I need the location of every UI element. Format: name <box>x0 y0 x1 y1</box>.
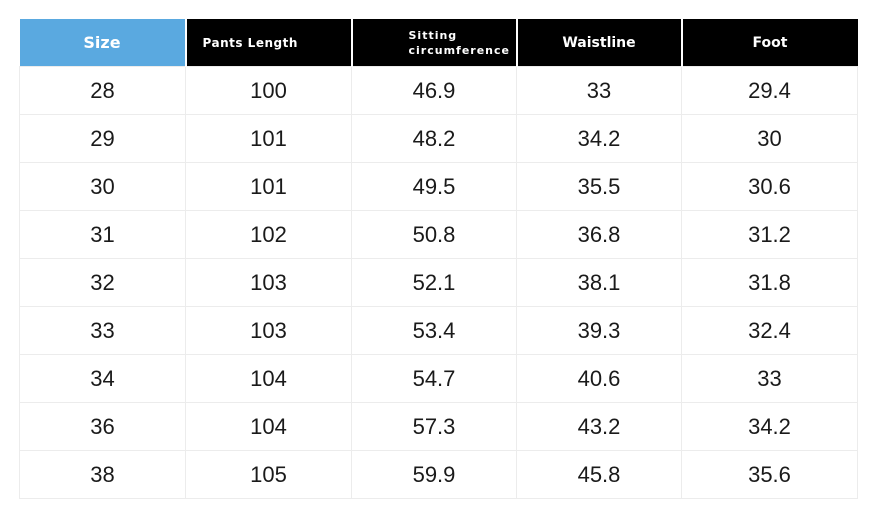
header-sitting-circumference: Sitting circumference <box>350 19 517 67</box>
cell-pants-length: 104 <box>185 354 352 403</box>
cell-sitting-circumference: 50.8 <box>351 210 517 259</box>
header-size: Size <box>19 19 186 67</box>
cell-foot: 34.2 <box>681 402 858 451</box>
cell-foot: 31.2 <box>681 210 858 259</box>
size-chart-table: Size Pants Length Sitting circumference … <box>19 19 858 499</box>
table-row: 30 101 49.5 35.5 30.6 <box>19 162 858 211</box>
header-foot: Foot <box>680 19 858 67</box>
cell-foot: 30.6 <box>681 162 858 211</box>
cell-waistline: 43.2 <box>516 402 682 451</box>
table-row: 33 103 53.4 39.3 32.4 <box>19 306 858 355</box>
cell-size: 30 <box>19 162 186 211</box>
cell-foot: 33 <box>681 354 858 403</box>
header-row: Size Pants Length Sitting circumference … <box>19 19 858 67</box>
cell-size: 33 <box>19 306 186 355</box>
cell-foot: 29.4 <box>681 66 858 115</box>
cell-sitting-circumference: 46.9 <box>351 66 517 115</box>
cell-sitting-circumference: 48.2 <box>351 114 517 163</box>
cell-foot: 35.6 <box>681 450 858 499</box>
table-row: 29 101 48.2 34.2 30 <box>19 114 858 163</box>
table-row: 34 104 54.7 40.6 33 <box>19 354 858 403</box>
cell-waistline: 33 <box>516 66 682 115</box>
cell-waistline: 39.3 <box>516 306 682 355</box>
cell-foot: 30 <box>681 114 858 163</box>
cell-sitting-circumference: 52.1 <box>351 258 517 307</box>
table-row: 38 105 59.9 45.8 35.6 <box>19 450 858 499</box>
cell-pants-length: 101 <box>185 162 352 211</box>
cell-pants-length: 102 <box>185 210 352 259</box>
cell-size: 38 <box>19 450 186 499</box>
cell-pants-length: 104 <box>185 402 352 451</box>
cell-sitting-circumference: 59.9 <box>351 450 517 499</box>
cell-waistline: 38.1 <box>516 258 682 307</box>
cell-size: 34 <box>19 354 186 403</box>
cell-sitting-circumference: 49.5 <box>351 162 517 211</box>
cell-waistline: 34.2 <box>516 114 682 163</box>
cell-size: 29 <box>19 114 186 163</box>
table-row: 36 104 57.3 43.2 34.2 <box>19 402 858 451</box>
table-row: 28 100 46.9 33 29.4 <box>19 66 858 115</box>
cell-pants-length: 101 <box>185 114 352 163</box>
cell-size: 31 <box>19 210 186 259</box>
cell-sitting-circumference: 53.4 <box>351 306 517 355</box>
cell-waistline: 40.6 <box>516 354 682 403</box>
table-row: 31 102 50.8 36.8 31.2 <box>19 210 858 259</box>
cell-pants-length: 100 <box>185 66 352 115</box>
cell-foot: 31.8 <box>681 258 858 307</box>
header-waistline: Waistline <box>515 19 682 67</box>
cell-pants-length: 105 <box>185 450 352 499</box>
cell-foot: 32.4 <box>681 306 858 355</box>
table-row: 32 103 52.1 38.1 31.8 <box>19 258 858 307</box>
cell-pants-length: 103 <box>185 258 352 307</box>
cell-pants-length: 103 <box>185 306 352 355</box>
cell-sitting-circumference: 54.7 <box>351 354 517 403</box>
cell-waistline: 45.8 <box>516 450 682 499</box>
cell-sitting-circumference: 57.3 <box>351 402 517 451</box>
cell-size: 32 <box>19 258 186 307</box>
cell-size: 28 <box>19 66 186 115</box>
cell-waistline: 35.5 <box>516 162 682 211</box>
header-pants-length: Pants Length <box>184 19 352 67</box>
cell-waistline: 36.8 <box>516 210 682 259</box>
cell-size: 36 <box>19 402 186 451</box>
